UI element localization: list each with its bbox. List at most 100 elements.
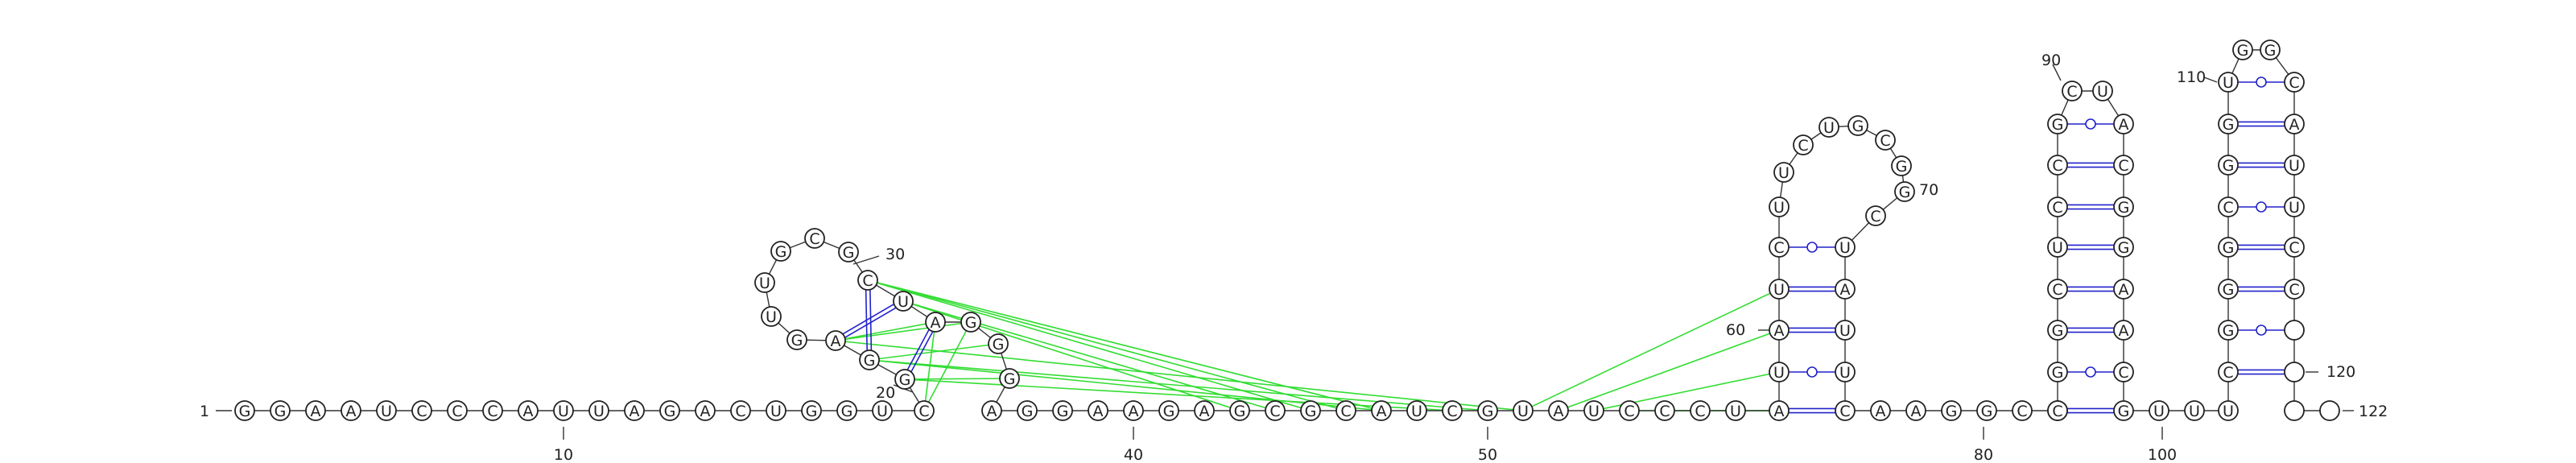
nucleotide: U [553,400,574,421]
position-labels: 1 122 10 40 50 80 100 20 30 60 70 90 110… [200,52,2388,463]
nucleotide-circle [2184,400,2205,421]
gu-pair-dot [2256,201,2267,213]
nucleotide: G [2218,114,2239,134]
nucleotide-letter: G [791,332,803,349]
nucleotide-circle [857,270,878,291]
nucleotide: G [1976,400,1997,421]
nucleotide: G [2113,237,2134,258]
nucleotide-letter: G [2118,239,2130,257]
nucleotide: A [518,400,539,421]
nucleotide: C [1865,205,1886,226]
nucleotide: C [1619,400,1640,421]
nucleotide-circle [1548,400,1569,421]
label-50: 50 [1478,446,1497,463]
nucleotide: U [2149,400,2169,421]
nucleotide-circle [766,400,786,421]
nucleotide-letter: G [864,352,876,370]
nucleotide-letter: C [735,403,745,420]
nucleotide-letter: A [1774,403,1785,420]
nucleotide-letter: G [2052,364,2064,382]
nucleotide-letter: G [841,403,853,420]
nucleotide-circle [1847,115,1868,136]
nucleotide-circle [2284,320,2305,341]
nucleotide-circle [2284,279,2305,300]
nucleotide: A [981,400,1002,421]
nucleotide-letter: U [1773,364,1785,382]
nucleotide-circle [1335,400,1356,421]
nucleotide: G [1229,400,1250,421]
nucleotide-circle [2284,362,2305,382]
nucleotide-circle [1513,400,1534,421]
nucleotide-letter: U [1773,281,1785,299]
nucleotide-letter: A [1129,403,1139,420]
nucleotide: U [1513,400,1534,421]
nucleotide: A [1088,400,1108,421]
nucleotide-circle [2113,320,2134,341]
nucleotide: U [1818,117,1839,138]
nucleotide: G [2047,362,2068,382]
base-pairs [834,76,2294,414]
nucleotide-letter: U [558,403,569,420]
nucleotide-circle [518,400,539,421]
nucleotide-circle [1194,400,1215,421]
nucleotide-circle [838,242,859,263]
nucleotide-letter: A [630,403,640,420]
nucleotide-letter: C [2052,157,2062,175]
nucleotide-letter: A [1876,403,1886,420]
tertiary-interaction [904,378,1010,380]
nucleotide-circle [1690,400,1711,421]
nucleotide: G [659,400,680,421]
nucleotide-circle [893,291,914,312]
nucleotide-letter: U [1411,403,1422,420]
nucleotide: U [1769,196,1790,217]
nucleotide-letter: C [809,230,819,248]
nucleotide-circle [1835,279,1856,300]
backbone [216,49,2354,411]
nucleotide-letter: A [2119,281,2129,299]
nucleotide-letter: U [2223,74,2234,92]
nucleotide: C [1654,400,1675,421]
nucleotide-circle [2113,114,2134,134]
nucleotide-letter: A [1377,403,1387,420]
nucleotide: U [754,272,775,293]
nucleotide-circle [2113,155,2134,176]
nucleotide-letter: C [2289,74,2299,92]
nucleotide-circle [1769,400,1790,421]
nucleotide: A [1835,279,1856,300]
nucleotide-circle [2047,114,2068,134]
nucleotide: C [1769,237,1790,258]
nucleotide-letter: A [931,314,941,332]
nucleotide: G [2047,114,2068,134]
nucleotide-letter: U [593,403,605,420]
wc-pair-strand [836,302,905,343]
nucleotide-circle [2232,39,2253,60]
nucleotide-circle [1818,117,1839,138]
nucleotide-circle [2047,279,2068,300]
nucleotide-circle [988,333,1009,354]
nucleotide-letter: G [2118,199,2130,217]
nucleotide-letter: U [1778,164,1790,182]
nucleotide-letter: G [2223,116,2235,134]
nucleotide: G [1477,400,1498,421]
nucleotide-letter: G [1852,118,1864,135]
tertiary-interaction [867,279,1347,411]
nucleotide: U [2047,237,2068,258]
nucleotide: G [859,349,880,370]
nucleotide-circle [2218,114,2239,134]
nucleotide-circle [2218,279,2239,300]
nucleotide-circle [2218,72,2239,93]
nucleotide: A [1371,400,1392,421]
nucleotide-letter: A [1093,403,1104,420]
nucleotide-circle [2062,81,2083,101]
nucleotide-letter: G [1946,403,1958,420]
nucleotide: A [2113,114,2134,134]
nucleotide: A [2113,320,2134,341]
nucleotide-circle [1875,130,1896,151]
nucleotide-circle [1793,134,1814,155]
nucleotide-letter: G [2223,157,2235,175]
nucleotide: C [2047,196,2068,217]
nucleotide-circle [2284,114,2305,134]
nucleotide-letter: U [1773,199,1785,217]
nucleotide: C [2012,400,2033,421]
